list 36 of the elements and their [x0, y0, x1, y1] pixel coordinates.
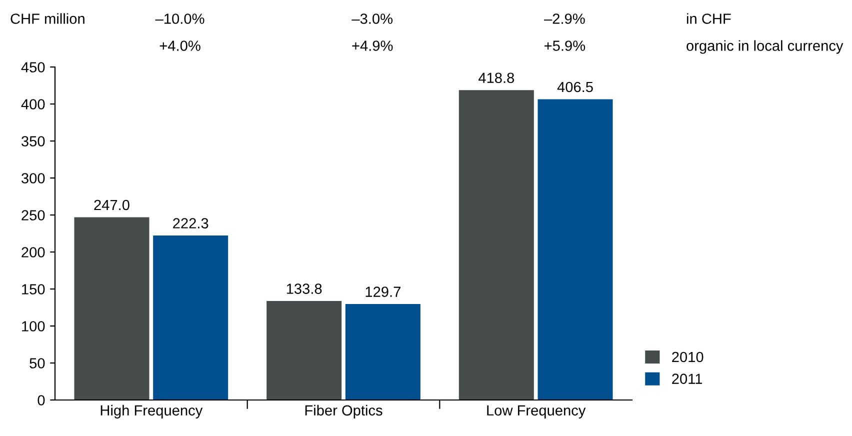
y-tick-label: 350: [22, 136, 45, 146]
x-tick-label: Fiber Optics: [305, 404, 382, 418]
x-tick-label: Low Frequency: [487, 405, 586, 418]
text: +4.9%: [352, 40, 393, 51]
legend-label: 2010: [672, 352, 704, 362]
data-label: 418.8: [478, 72, 514, 84]
y-tick-label: 50: [30, 358, 45, 368]
bar: [153, 236, 228, 400]
text: +5.9%: [544, 40, 586, 51]
y-tick-label: 200: [22, 247, 45, 258]
bar: [345, 304, 420, 400]
y-tick-label: 400: [21, 99, 45, 110]
data-label: 222.3: [173, 218, 208, 228]
text: –3.0%: [352, 14, 393, 24]
bar: [266, 300, 342, 400]
legend-label: 2011: [672, 374, 702, 384]
bar: [538, 99, 613, 400]
data-label: 133.8: [286, 284, 322, 294]
y-tick-label: 0: [38, 395, 45, 406]
bar: [74, 217, 150, 400]
y-tick-label: 450: [21, 62, 45, 72]
data-label: 406.5: [557, 82, 593, 92]
text: +4.0%: [160, 40, 200, 51]
text: in CHF: [686, 13, 731, 24]
text: organic in local currency: [686, 40, 844, 54]
y-tick-label: 100: [22, 321, 45, 332]
y-tick-label: 150: [22, 284, 45, 294]
data-label: 129.7: [366, 286, 400, 297]
y-tick-label: 300: [22, 173, 45, 184]
y-axis-title: CHF million: [10, 13, 84, 24]
x-tick-label: High Frequency: [100, 404, 203, 418]
y-tick-label: 250: [22, 210, 45, 220]
data-label: 247.0: [94, 200, 130, 210]
text: –10.0%: [155, 14, 204, 24]
text: –2.9%: [544, 14, 585, 24]
bar: [458, 90, 534, 400]
